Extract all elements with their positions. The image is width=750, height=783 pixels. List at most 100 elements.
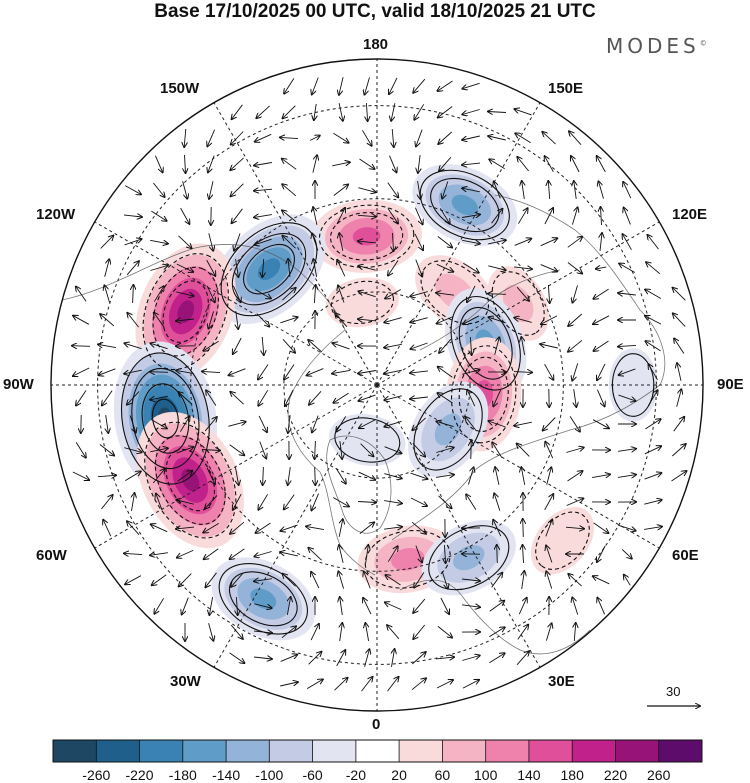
wind-arrow xyxy=(573,285,578,302)
colorbar-frame xyxy=(52,739,703,763)
wind-arrow xyxy=(621,549,632,558)
wind-arrow xyxy=(517,157,529,172)
colorbar-label: -100 xyxy=(255,767,284,783)
wind-arrow xyxy=(258,364,269,380)
wind-arrow xyxy=(466,494,477,510)
wind-arrow xyxy=(313,259,316,277)
wind-arrow xyxy=(127,313,139,328)
contour-line xyxy=(458,306,513,380)
wind-arrow xyxy=(441,571,448,588)
latitude-circle xyxy=(97,105,657,665)
wind-arrow xyxy=(440,597,449,614)
wind-arrow xyxy=(180,207,190,224)
wind-arrow xyxy=(231,183,244,197)
wind-arrow xyxy=(357,502,376,503)
wind-arrow xyxy=(623,234,632,251)
lon-label-60w: 60W xyxy=(36,547,67,564)
wind-arrow xyxy=(438,367,453,378)
wind-arrow xyxy=(73,367,90,376)
colorbar-label: -260 xyxy=(82,767,111,783)
wind-arrow xyxy=(178,235,192,248)
wind-arrow xyxy=(546,467,552,485)
wind-arrow xyxy=(497,545,498,564)
wind-arrow xyxy=(624,575,631,586)
wind-arrow xyxy=(308,340,323,353)
wind-arrow xyxy=(594,340,609,351)
wind-arrow xyxy=(309,390,322,404)
wind-arrow xyxy=(463,315,480,324)
colorbar-label: -140 xyxy=(212,767,241,783)
wind-arrow xyxy=(338,519,343,537)
wind-arrow xyxy=(569,416,580,431)
wind-arrow xyxy=(411,652,425,665)
contour-line xyxy=(430,177,500,233)
wind-arrow xyxy=(359,158,375,169)
wind-arrow xyxy=(284,364,295,380)
wind-arrow xyxy=(414,572,425,587)
wind-arrow xyxy=(593,522,609,533)
wind-arrow xyxy=(205,495,218,508)
wind-arrow xyxy=(184,128,186,147)
wind-arrow xyxy=(280,317,297,324)
colorbar-swatch xyxy=(399,740,443,762)
anomaly-band xyxy=(181,468,200,492)
contour-line xyxy=(364,530,451,589)
wind-arrow xyxy=(124,447,141,453)
anomaly-band xyxy=(530,506,595,575)
wind-arrow xyxy=(182,181,188,198)
wind-arrow xyxy=(231,572,244,587)
wind-arrow xyxy=(124,343,142,350)
wind-arrow xyxy=(674,339,685,354)
wind-arrow xyxy=(306,679,323,689)
wind-arrow xyxy=(410,472,428,479)
wind-arrow xyxy=(488,294,507,295)
wind-arrow xyxy=(176,527,195,529)
wind-arrow xyxy=(335,313,348,328)
contour-line xyxy=(330,211,404,261)
wind-arrow xyxy=(412,417,426,430)
wind-arrow xyxy=(124,215,142,217)
wind-arrow xyxy=(644,500,661,505)
wind-arrow xyxy=(568,574,582,587)
colorbar-swatch xyxy=(528,740,573,762)
wind-arrow xyxy=(462,163,481,165)
wind-arrow xyxy=(282,288,295,301)
lon-label-90e: 90E xyxy=(717,376,744,393)
wind-arrow xyxy=(413,598,426,613)
wind-arrow xyxy=(572,597,579,615)
wind-arrow xyxy=(494,337,500,355)
colorbar-label: -220 xyxy=(125,767,154,783)
wind-arrow xyxy=(646,262,661,275)
wind-arrow xyxy=(392,649,395,667)
wind-arrow xyxy=(470,336,471,355)
wind-arrow xyxy=(494,182,501,199)
wind-arrow xyxy=(282,184,297,197)
wind-arrow xyxy=(436,421,454,428)
wind-arrow xyxy=(306,526,324,529)
wind-arrow xyxy=(540,344,558,349)
wind-arrow xyxy=(312,234,319,251)
wind-arrow xyxy=(232,104,243,119)
wind-arrow xyxy=(262,336,264,355)
wind-arrow xyxy=(574,181,576,199)
wind-arrow xyxy=(229,444,245,456)
contour-line xyxy=(154,435,226,525)
colorbar-label: 260 xyxy=(647,767,671,783)
wind-arrow xyxy=(438,106,453,118)
wind-arrow xyxy=(72,471,89,480)
wind-arrow xyxy=(100,314,115,327)
lon-label-150e: 150E xyxy=(548,80,584,97)
wind-arrow xyxy=(387,208,398,224)
wind-arrow xyxy=(254,238,272,245)
contour-line xyxy=(450,345,517,444)
wind-arrow xyxy=(359,394,376,401)
wind-arrow xyxy=(358,371,376,374)
wind-arrow xyxy=(544,208,553,225)
wind-arrow xyxy=(387,625,400,640)
colorbar-swatch xyxy=(442,740,487,762)
wind-arrow xyxy=(618,394,636,401)
wind-arrow xyxy=(467,390,476,407)
wind-arrow xyxy=(358,266,376,271)
wind-arrow xyxy=(596,389,604,407)
